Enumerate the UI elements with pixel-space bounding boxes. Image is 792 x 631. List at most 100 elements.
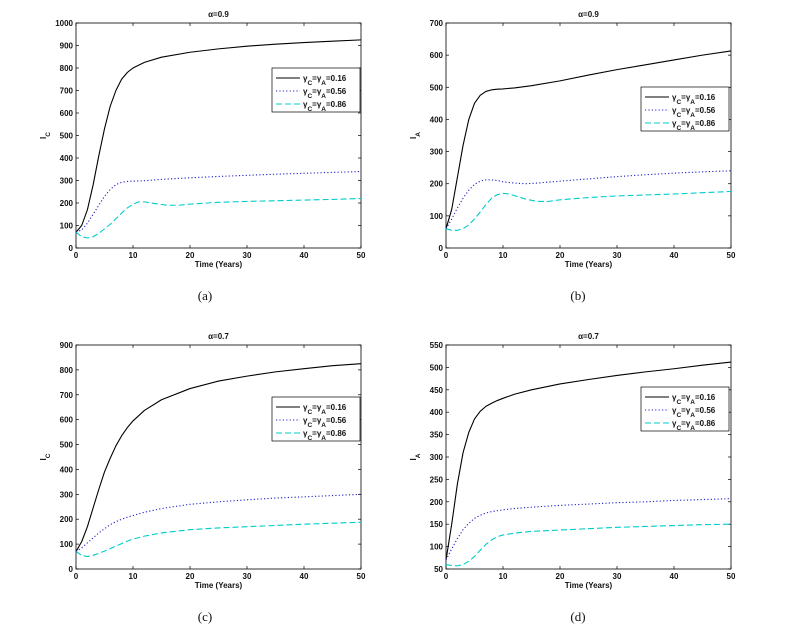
x-tick-label: 30: [243, 251, 252, 260]
legend-text-part: =γ: [681, 393, 691, 402]
y-tick-label: 50: [434, 565, 443, 574]
series-line-3: [445, 523, 732, 567]
legend-text-part: C: [676, 412, 681, 419]
x-tick-label: 40: [670, 572, 679, 581]
legend-text-part: A: [690, 99, 695, 106]
legend-text-part: A: [321, 106, 326, 113]
plot-area: [75, 344, 362, 570]
legend-text-part: A: [321, 93, 326, 100]
y-tick-label: 150: [430, 520, 444, 529]
x-axis-label: Time (Years): [565, 581, 613, 590]
legend-text-part: C: [307, 409, 312, 416]
panel-caption: (b): [570, 288, 585, 303]
legend-text-part: =γ: [312, 403, 322, 412]
x-tick-label: 50: [357, 251, 366, 260]
legend-text-part: A: [321, 80, 326, 87]
legend-text-part: A: [321, 435, 326, 442]
y-tick-label: 600: [60, 109, 74, 118]
y-tick-label: 0: [69, 244, 74, 253]
x-tick-label: 0: [444, 251, 449, 260]
series-line-3: [75, 521, 362, 558]
y-tick-label: 900: [60, 341, 74, 350]
series-line-2: [75, 493, 362, 553]
x-tick-label: 20: [186, 572, 195, 581]
legend-text-part: γ: [303, 403, 308, 412]
legend-text-part: γ: [303, 429, 308, 438]
x-tick-label: 10: [499, 572, 508, 581]
panel-caption: (a): [198, 288, 212, 303]
y-tick-label: 800: [60, 366, 74, 375]
y-tick-label: 100: [60, 222, 74, 231]
y-tick-label: 250: [430, 475, 444, 484]
y-axis-label-main: I: [39, 137, 48, 139]
chart-title: α=0.7: [208, 332, 229, 341]
x-tick-label: 20: [556, 251, 565, 260]
y-tick-label: 300: [430, 148, 444, 157]
x-tick-label: 10: [129, 251, 138, 260]
x-tick-label: 10: [499, 251, 508, 260]
y-axis-label: IA: [409, 132, 422, 139]
legend-text-part: =γ: [312, 416, 322, 425]
y-tick-label: 0: [439, 244, 444, 253]
legend-text-part: =0.16: [695, 393, 716, 402]
legend-text-part: C: [307, 435, 312, 442]
legend-text-part: =γ: [681, 93, 691, 102]
legend-text-part: A: [690, 412, 695, 419]
y-axis-label-main: I: [409, 458, 418, 460]
legend-text-part: =γ: [312, 74, 322, 83]
y-tick-label: 200: [430, 498, 444, 507]
chart-panel-d: 0 10 20 30 40 50 50 100 150 200 250 300 350 400 450 500…: [409, 332, 736, 624]
series-line-1: [445, 50, 732, 229]
legend-text-part: =0.56: [695, 106, 716, 115]
legend-text-part: γ: [672, 106, 677, 115]
y-tick-label: 500: [60, 441, 74, 450]
series-line-3: [445, 190, 732, 231]
legend-entry-2: γC=γA=0.56: [303, 87, 347, 100]
y-tick-label: 550: [430, 341, 444, 350]
x-axis-label: Time (Years): [195, 260, 243, 269]
legend-box: [640, 386, 730, 432]
y-axis-label: IC: [39, 132, 52, 139]
legend-text-part: C: [676, 125, 681, 132]
chart-title: α=0.7: [578, 332, 599, 341]
y-tick-label: 500: [60, 132, 74, 141]
legend-entry-1: γC=γA=0.16: [303, 74, 347, 87]
y-tick-label: 450: [430, 386, 444, 395]
legend-entry-3: γC=γA=0.86: [303, 429, 347, 442]
y-axis-label: IA: [409, 453, 422, 460]
x-tick-label: 30: [613, 251, 622, 260]
legend-text-part: γ: [303, 87, 308, 96]
legend-text-part: =0.86: [326, 100, 347, 109]
x-tick-label: 0: [74, 572, 79, 581]
x-tick-label: 20: [556, 572, 565, 581]
legend-text-part: γ: [672, 119, 677, 128]
y-tick-label: 200: [430, 180, 444, 189]
y-tick-label: 500: [430, 83, 444, 92]
chart-panel-c: 0 10 20 30 40 500100200300400500600700800900α…: [39, 332, 366, 624]
x-tick-label: 40: [670, 251, 679, 260]
y-tick-label: 700: [60, 391, 74, 400]
plot-area: [445, 344, 732, 570]
legend-text-part: γ: [672, 393, 677, 402]
series-line-2: [445, 170, 732, 229]
legend-text-part: =0.86: [326, 429, 347, 438]
legend-text-part: =γ: [681, 419, 691, 428]
legend-text-part: C: [676, 399, 681, 406]
legend-text-part: =0.16: [326, 74, 347, 83]
legend-text-part: A: [690, 399, 695, 406]
y-axis-label: IC: [39, 453, 52, 460]
y-tick-label: 200: [60, 199, 74, 208]
y-tick-label: 700: [430, 19, 444, 28]
y-axis-label-main: I: [409, 137, 418, 139]
y-tick-label: 700: [60, 87, 74, 96]
legend-entry-2: γC=γA=0.56: [672, 106, 716, 119]
x-tick-label: 40: [300, 251, 309, 260]
legend-text-part: =0.56: [326, 87, 347, 96]
y-tick-label: 100: [430, 543, 444, 552]
legend-text-part: A: [690, 112, 695, 119]
series-line-3: [75, 197, 362, 239]
legend-text-part: C: [307, 93, 312, 100]
x-tick-label: 20: [186, 251, 195, 260]
series-line-2: [75, 170, 362, 233]
